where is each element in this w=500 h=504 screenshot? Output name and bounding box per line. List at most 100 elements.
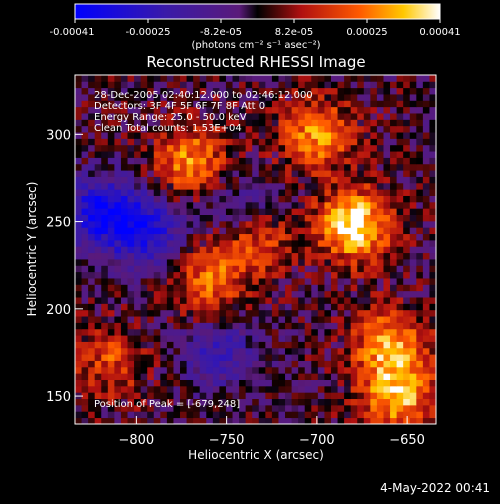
heatmap-cell bbox=[75, 366, 82, 374]
footer-date: 4-May-2022 00:41 bbox=[380, 481, 490, 495]
heatmap-cell bbox=[422, 354, 430, 361]
heatmap-cell bbox=[324, 144, 332, 152]
heatmap-cell bbox=[114, 239, 122, 247]
heatmap-cell bbox=[258, 404, 266, 412]
heatmap-cell bbox=[81, 233, 89, 241]
heatmap-cell bbox=[363, 100, 371, 108]
heatmap-cell bbox=[140, 125, 148, 133]
heatmap-cell bbox=[422, 347, 430, 355]
heatmap-cell bbox=[199, 113, 207, 120]
heatmap-cell bbox=[350, 81, 358, 89]
heatmap-cell bbox=[271, 100, 279, 108]
heatmap-cell bbox=[344, 170, 352, 177]
heatmap-cell bbox=[291, 392, 299, 400]
heatmap-cell bbox=[120, 385, 128, 393]
heatmap-cell bbox=[383, 227, 391, 235]
heatmap-cell bbox=[81, 265, 89, 273]
heatmap-cell bbox=[370, 297, 378, 304]
heatmap-cell bbox=[239, 411, 247, 419]
heatmap-cell bbox=[199, 138, 207, 146]
heatmap-cell bbox=[252, 201, 260, 209]
heatmap-cell bbox=[239, 341, 247, 349]
heatmap-cell bbox=[166, 360, 174, 368]
heatmap-cell bbox=[173, 233, 181, 241]
heatmap-cell bbox=[252, 106, 260, 114]
heatmap-cell bbox=[245, 106, 253, 114]
heatmap-cell bbox=[147, 246, 155, 254]
heatmap-cell bbox=[193, 411, 201, 419]
heatmap-cell bbox=[265, 151, 273, 158]
heatmap-cell bbox=[429, 347, 437, 355]
heatmap-cell bbox=[258, 227, 266, 235]
heatmap-cell bbox=[140, 366, 148, 374]
heatmap-cell bbox=[317, 417, 325, 425]
heatmap-cell bbox=[166, 417, 174, 425]
heatmap-cell bbox=[357, 132, 365, 139]
heatmap-cell bbox=[396, 227, 404, 235]
heatmap-cell bbox=[317, 379, 325, 387]
heatmap-cell bbox=[114, 100, 122, 108]
heatmap-cell bbox=[357, 81, 365, 89]
heatmap-cell bbox=[396, 113, 404, 120]
heatmap-cell bbox=[252, 278, 260, 285]
heatmap-cell bbox=[166, 239, 174, 247]
heatmap-cell bbox=[344, 220, 352, 228]
heatmap-cell bbox=[180, 132, 187, 139]
heatmap-cell bbox=[311, 246, 319, 254]
heatmap-cell bbox=[81, 354, 89, 361]
heatmap-cell bbox=[409, 328, 417, 336]
heatmap-cell bbox=[396, 284, 404, 292]
heatmap-cell bbox=[219, 379, 227, 387]
heatmap-cell bbox=[120, 195, 128, 203]
heatmap-cell bbox=[324, 290, 332, 298]
heatmap-cell bbox=[186, 265, 194, 273]
heatmap-cell bbox=[245, 132, 253, 139]
heatmap-cell bbox=[94, 398, 102, 406]
heatmap-cell bbox=[311, 119, 319, 127]
heatmap-cell bbox=[337, 303, 345, 311]
heatmap-cell bbox=[212, 189, 220, 196]
heatmap-cell bbox=[75, 373, 82, 380]
heatmap-cell bbox=[298, 157, 306, 165]
heatmap-cell bbox=[127, 392, 135, 400]
heatmap-cell bbox=[75, 176, 82, 184]
heatmap-cell bbox=[409, 271, 417, 279]
heatmap-cell bbox=[271, 138, 279, 146]
heatmap-cell bbox=[101, 347, 109, 355]
heatmap-cell bbox=[180, 278, 187, 285]
heatmap-cell bbox=[376, 398, 384, 406]
heatmap-cell bbox=[199, 259, 207, 266]
heatmap-cell bbox=[153, 189, 161, 196]
heatmap-cell bbox=[160, 87, 168, 95]
heatmap-cell bbox=[173, 201, 181, 209]
heatmap-cell bbox=[239, 176, 247, 184]
heatmap-cell bbox=[285, 201, 292, 209]
heatmap-cell bbox=[199, 220, 207, 228]
heatmap-cell bbox=[193, 271, 201, 279]
heatmap-cell bbox=[370, 220, 378, 228]
heatmap-cell bbox=[153, 208, 161, 215]
heatmap-cell bbox=[376, 322, 384, 330]
heatmap-cell bbox=[239, 170, 247, 177]
heatmap-cell bbox=[173, 316, 181, 323]
heatmap-cell bbox=[232, 265, 240, 273]
heatmap-cell bbox=[186, 246, 194, 254]
heatmap-cell bbox=[166, 94, 174, 101]
heatmap-cell bbox=[75, 151, 82, 158]
heatmap-cell bbox=[370, 392, 378, 400]
heatmap-cell bbox=[258, 144, 266, 152]
heatmap-cell bbox=[193, 132, 201, 139]
heatmap-cell bbox=[390, 94, 398, 101]
heatmap-cell bbox=[127, 360, 135, 368]
heatmap-cell bbox=[88, 132, 96, 139]
heatmap-cell bbox=[409, 284, 417, 292]
heatmap-cell bbox=[298, 227, 306, 235]
heatmap-cell bbox=[225, 385, 233, 393]
heatmap-cell bbox=[330, 138, 338, 146]
heatmap-cell bbox=[120, 189, 128, 196]
heatmap-cell bbox=[120, 328, 128, 336]
heatmap-cell bbox=[120, 316, 128, 323]
heatmap-cell bbox=[409, 347, 417, 355]
heatmap-cell bbox=[134, 335, 142, 342]
heatmap-cell bbox=[357, 170, 365, 177]
